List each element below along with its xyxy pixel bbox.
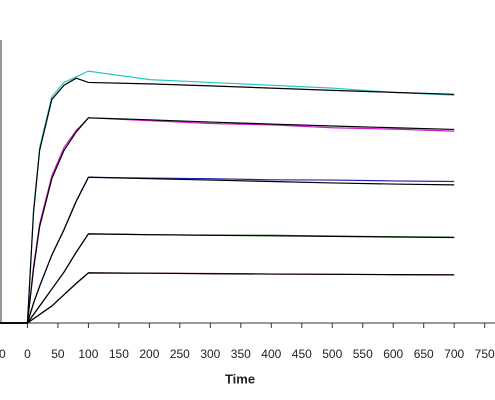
series-line <box>0 233 455 324</box>
x-tick-label: 150 <box>109 347 129 361</box>
series-line <box>0 176 455 324</box>
x-tick-label: 50 <box>51 347 65 361</box>
x-tick-label: 550 <box>353 347 373 361</box>
x-tick-label: 200 <box>139 347 159 361</box>
x-tick-label: 0 <box>24 347 31 361</box>
x-tick-label: 750 <box>475 347 495 361</box>
x-tick-label: 450 <box>292 347 312 361</box>
x-tick-label: 400 <box>261 347 281 361</box>
series-line <box>0 272 455 324</box>
x-tick-label: 100 <box>78 347 98 361</box>
series-line <box>0 272 455 324</box>
x-tick-label: 300 <box>200 347 220 361</box>
x-tick-label: -50 <box>0 347 6 361</box>
x-axis-label: Time <box>225 371 255 386</box>
series-line <box>0 176 455 324</box>
series-line <box>0 77 455 324</box>
x-tick-label: 650 <box>414 347 434 361</box>
x-tick-label: 250 <box>170 347 190 361</box>
x-tick-label: 500 <box>322 347 342 361</box>
series-line <box>0 233 455 324</box>
x-tick-label: 600 <box>383 347 403 361</box>
series-line <box>0 117 455 324</box>
x-tick-label: 700 <box>444 347 464 361</box>
x-tick-label: 350 <box>231 347 251 361</box>
series-line <box>0 70 455 324</box>
